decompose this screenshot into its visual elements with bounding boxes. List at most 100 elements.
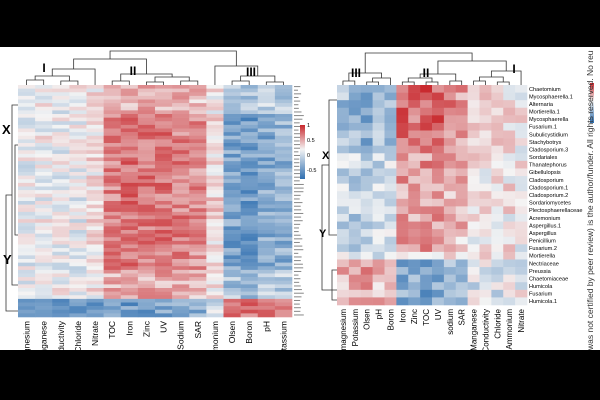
- heatmap-cell: [120, 132, 139, 137]
- heatmap-cell: [35, 215, 53, 220]
- heatmap-cell: [172, 201, 190, 205]
- heatmap-cell: [223, 291, 241, 296]
- heatmap-cell: [515, 85, 528, 93]
- heatmap-cell: [120, 146, 139, 151]
- heatmap-cell: [52, 92, 70, 97]
- heatmap-cell: [155, 114, 173, 118]
- heatmap-cell: [515, 183, 528, 192]
- heatmap-cell: [155, 309, 173, 314]
- heatmap-cell: [443, 107, 457, 116]
- heatmap-cell: [120, 222, 139, 227]
- heatmap-cell: [120, 313, 139, 318]
- heatmap-cell: [491, 145, 504, 154]
- heatmap-cell: [18, 161, 36, 166]
- heatmap-cell: [274, 146, 293, 151]
- heatmap-cell: [120, 143, 139, 147]
- heatmap-cell: [52, 103, 70, 108]
- heatmap-cell: [35, 143, 53, 147]
- heatmap-cell: [155, 182, 173, 187]
- heatmap-cell: [420, 138, 433, 146]
- heatmap-cell: [18, 211, 36, 216]
- heatmap-cell: [189, 157, 207, 162]
- heatmap-cell: [189, 85, 207, 89]
- heatmap-cell: [172, 132, 190, 137]
- heatmap-cell: [257, 233, 276, 238]
- heatmap-cell: [155, 255, 173, 260]
- heatmap-cell: [103, 164, 122, 169]
- heatmap-cell: [189, 211, 207, 216]
- heatmap-cell: [408, 92, 421, 101]
- heatmap-cell: [86, 302, 104, 307]
- heatmap-cell: [372, 85, 385, 93]
- heatmap-cell: [420, 274, 433, 283]
- row-label-mark: [294, 129, 299, 131]
- heatmap-cell: [137, 211, 156, 216]
- heatmap-cell: [384, 236, 397, 245]
- heatmap-cell: [206, 190, 224, 195]
- heatmap-cell: [18, 146, 36, 151]
- heatmap-cell: [337, 244, 350, 253]
- heatmap-cell: [18, 95, 36, 100]
- heatmap-cell: [189, 288, 207, 292]
- heatmap-cell: [503, 100, 516, 109]
- heatmap-cell: [257, 215, 276, 220]
- heatmap-cell: [455, 282, 468, 291]
- heatmap-cell: [137, 124, 156, 129]
- heatmap-cell: [189, 219, 207, 224]
- row-label: Mortierella: [529, 254, 556, 260]
- heatmap-cell: [172, 240, 190, 245]
- heatmap-cell: [223, 295, 241, 300]
- heatmap-cell: [360, 267, 373, 275]
- row-cluster-label: X: [322, 150, 330, 162]
- heatmap-cell: [491, 236, 504, 245]
- row-label: Fusarium.2: [529, 246, 557, 252]
- heatmap-cell: [172, 161, 190, 166]
- heatmap-cell: [137, 117, 156, 122]
- heatmap-cell: [86, 182, 104, 187]
- heatmap-cell: [137, 85, 156, 89]
- heatmap-cell: [18, 150, 36, 155]
- heatmap-cell: [360, 259, 373, 268]
- heatmap-cell: [18, 157, 36, 162]
- row-label: Humicola: [529, 284, 553, 290]
- heatmap-cell: [137, 110, 156, 115]
- row-label: Preussia: [529, 269, 552, 275]
- heatmap-cell: [52, 110, 70, 115]
- heatmap-cell: [274, 95, 293, 100]
- heatmap-cell: [137, 269, 156, 274]
- heatmap-cell: [155, 179, 173, 184]
- heatmap-cell: [240, 288, 259, 292]
- column-label: Olsen: [227, 321, 237, 343]
- heatmap-figure: IIIIIIXYCalcium_magnesiumManganeseConduc…: [2, 50, 594, 350]
- row-label-mark: [294, 118, 303, 120]
- heatmap-cell: [467, 107, 480, 116]
- heatmap-cell: [18, 172, 36, 176]
- heatmap-cell: [396, 138, 409, 146]
- heatmap-cell: [18, 114, 36, 118]
- heatmap-cell: [223, 244, 241, 249]
- heatmap-cell: [137, 298, 156, 303]
- heatmap-cell: [372, 213, 385, 222]
- heatmap-cell: [223, 222, 241, 227]
- row-label-mark: [294, 136, 304, 138]
- heatmap-cell: [155, 135, 173, 140]
- heatmap-cell: [257, 230, 276, 234]
- row-label: Subulicystidium: [529, 132, 568, 138]
- heatmap-cell: [120, 291, 139, 296]
- row-label-mark: [294, 256, 302, 258]
- heatmap-cell: [189, 215, 207, 220]
- heatmap-cell: [491, 267, 504, 275]
- heatmap-cell: [257, 201, 276, 205]
- row-label-mark: [294, 314, 304, 316]
- column-label: UV: [434, 308, 443, 320]
- heatmap-cell: [69, 164, 87, 169]
- heatmap-cell: [69, 244, 87, 249]
- heatmap-cell: [467, 282, 480, 291]
- heatmap-cell: [120, 172, 139, 176]
- heatmap-cell: [479, 85, 492, 93]
- heatmap-cell: [120, 233, 139, 238]
- heatmap-cell: [240, 226, 259, 231]
- column-label: Potassium: [278, 321, 288, 350]
- heatmap-cell: [240, 313, 259, 318]
- heatmap-cell: [35, 295, 53, 300]
